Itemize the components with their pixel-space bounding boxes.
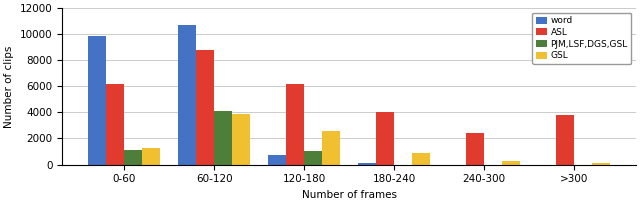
- Bar: [412, 153, 430, 165]
- Bar: [322, 131, 340, 165]
- Y-axis label: Number of clips: Number of clips: [4, 45, 14, 128]
- Bar: [502, 161, 520, 165]
- Bar: [358, 163, 376, 165]
- Bar: [106, 84, 124, 165]
- Bar: [376, 112, 394, 165]
- Legend: word, ASL, PJM,LSF,DGS,GSL, GSL: word, ASL, PJM,LSF,DGS,GSL, GSL: [532, 13, 631, 64]
- Bar: [286, 84, 304, 165]
- Bar: [556, 115, 574, 165]
- Bar: [142, 148, 160, 165]
- Bar: [88, 35, 106, 165]
- Bar: [214, 111, 232, 165]
- X-axis label: Number of frames: Number of frames: [301, 190, 397, 200]
- Bar: [178, 25, 196, 165]
- Bar: [268, 155, 286, 165]
- Bar: [196, 50, 214, 165]
- Bar: [124, 150, 142, 165]
- Bar: [466, 133, 484, 165]
- Bar: [592, 163, 610, 165]
- Bar: [232, 114, 250, 165]
- Bar: [304, 151, 322, 165]
